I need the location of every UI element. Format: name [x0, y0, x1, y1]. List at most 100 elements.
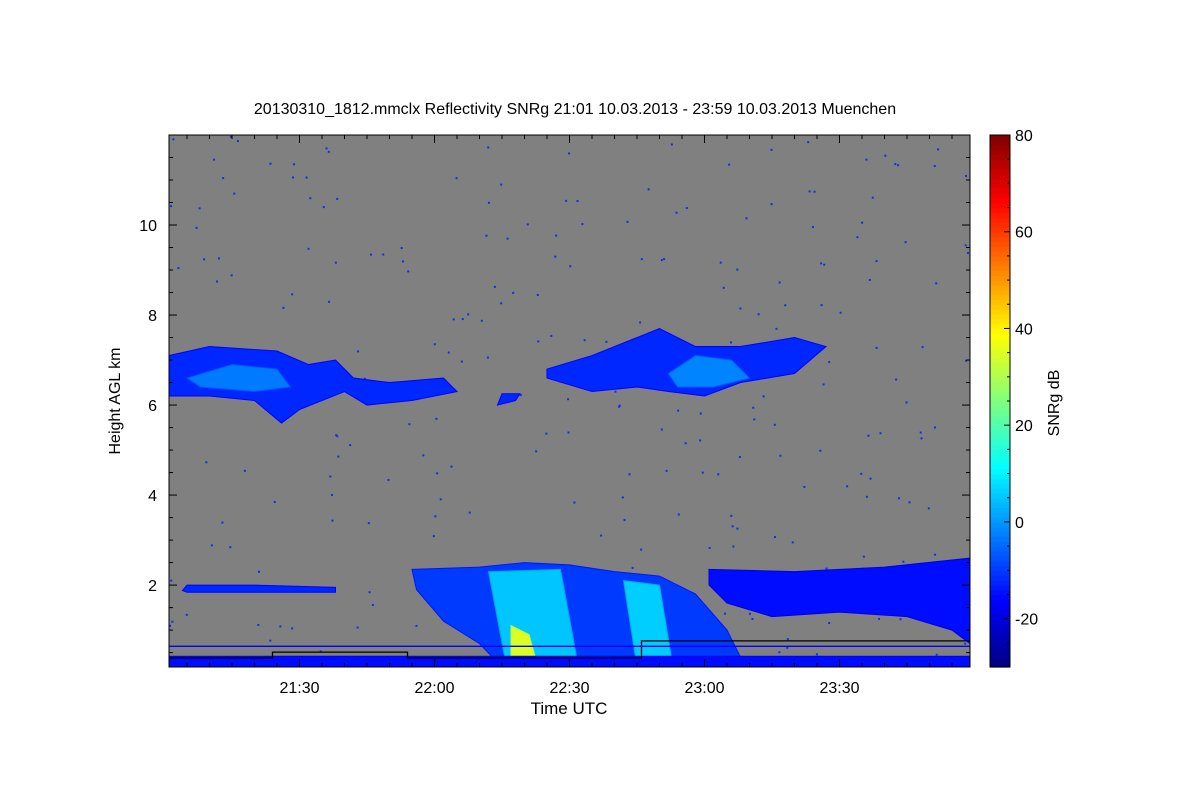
noise-speckle — [919, 431, 922, 434]
colorbar-swatch — [990, 362, 1010, 368]
noise-speckle — [203, 258, 206, 261]
colorbar: -20 0 20 40 60 80 — [989, 128, 1038, 668]
noise-speckle — [330, 494, 333, 497]
colorbar-swatch — [990, 323, 1010, 330]
noise-speckle — [875, 260, 878, 263]
colorbar-swatch — [990, 231, 1010, 238]
noise-speckle — [933, 426, 936, 429]
colorbar-swatch — [990, 396, 1010, 402]
noise-speckle — [884, 154, 887, 157]
noise-speckle — [748, 612, 751, 615]
noise-speckle — [257, 623, 260, 626]
colorbar-swatch — [990, 526, 1010, 533]
echo-thin-layer-2km — [181, 584, 336, 593]
noise-speckle — [867, 434, 870, 437]
chart-title: 20130310_1812.mmclx Reflectivity SNRg 21… — [254, 101, 896, 118]
noise-speckle — [309, 197, 312, 200]
noise-speckle — [815, 653, 818, 656]
colorbar-swatch — [990, 410, 1010, 417]
colorbar-swatch — [990, 575, 1010, 581]
colorbar-tick-label: 20 — [1015, 418, 1033, 435]
noise-speckle — [291, 293, 294, 296]
noise-speckle — [229, 135, 232, 138]
noise-speckle — [555, 234, 558, 237]
noise-speckle — [331, 519, 334, 522]
noise-speckle — [230, 274, 233, 277]
noise-speckle — [618, 404, 621, 407]
noise-speckle — [486, 356, 489, 359]
noise-speckle — [778, 651, 781, 654]
colorbar-swatch — [990, 251, 1010, 257]
noise-speckle — [670, 143, 673, 146]
noise-speckle — [791, 541, 794, 544]
noise-speckle — [770, 203, 773, 206]
noise-speckle — [935, 282, 938, 285]
colorbar-swatch — [990, 497, 1010, 504]
noise-speckle — [717, 473, 720, 476]
noise-speckle — [904, 241, 907, 244]
noise-speckle — [897, 497, 900, 500]
colorbar-swatch — [990, 309, 1010, 315]
noise-speckle — [257, 570, 260, 573]
colorbar-swatch — [990, 579, 1010, 586]
noise-speckle — [450, 465, 453, 468]
colorbar-swatch — [990, 304, 1010, 310]
colorbar-swatch — [990, 183, 1010, 189]
noise-speckle — [325, 147, 328, 150]
noise-speckle — [369, 253, 372, 256]
x-tick-label: 22:00 — [414, 680, 454, 697]
noise-speckle — [222, 177, 225, 180]
colorbar-swatch — [990, 212, 1010, 218]
colorbar-swatch — [990, 657, 1010, 663]
noise-speckle — [215, 280, 218, 283]
colorbar-swatch — [990, 439, 1010, 446]
noise-speckle — [757, 313, 760, 316]
echo-cirrus-late-core — [667, 355, 751, 388]
noise-speckle — [778, 281, 781, 284]
noise-speckle — [623, 518, 626, 521]
colorbar-swatch — [990, 328, 1010, 334]
colorbar-swatch — [990, 275, 1010, 281]
noise-speckle — [480, 319, 483, 322]
colorbar-swatch — [990, 468, 1010, 475]
colorbar-swatch — [990, 299, 1010, 305]
noise-speckle — [195, 226, 198, 229]
noise-speckle — [846, 485, 849, 488]
colorbar-swatch — [990, 623, 1010, 629]
noise-speckle — [708, 546, 711, 549]
noise-speckle — [875, 346, 878, 349]
noise-speckle — [335, 434, 338, 437]
noise-speckle — [738, 455, 741, 458]
noise-speckle — [368, 591, 371, 594]
noise-speckle — [537, 340, 540, 343]
noise-speckle — [813, 190, 816, 193]
echo-low-layer-late — [708, 557, 971, 645]
colorbar-swatch — [990, 531, 1010, 538]
noise-speckle — [640, 548, 643, 551]
noise-speckle — [897, 164, 900, 167]
noise-speckle — [269, 162, 272, 165]
colorbar-swatch — [990, 255, 1010, 262]
noise-speckle — [535, 450, 538, 453]
colorbar-swatch — [990, 550, 1010, 557]
noise-speckle — [407, 270, 410, 273]
noise-speckle — [434, 515, 437, 518]
noise-speckle — [291, 627, 294, 630]
colorbar-swatch — [990, 342, 1010, 349]
colorbar-swatch — [990, 420, 1010, 426]
noise-speckle — [422, 454, 425, 457]
colorbar-swatch — [990, 541, 1010, 547]
colorbar-swatch — [990, 425, 1010, 431]
colorbar-swatch — [990, 478, 1010, 484]
x-tick-label: 23:00 — [684, 680, 724, 697]
colorbar-swatch — [990, 642, 1010, 649]
noise-speckle — [899, 618, 902, 621]
colorbar-swatch — [990, 401, 1010, 407]
colorbar-swatch — [990, 560, 1010, 567]
noise-speckle — [819, 449, 822, 452]
noise-speckle — [567, 431, 570, 434]
noise-speckle — [779, 454, 782, 457]
noise-speckle — [600, 534, 603, 537]
noise-speckle — [920, 437, 923, 440]
y-tick-label: 4 — [148, 488, 157, 505]
